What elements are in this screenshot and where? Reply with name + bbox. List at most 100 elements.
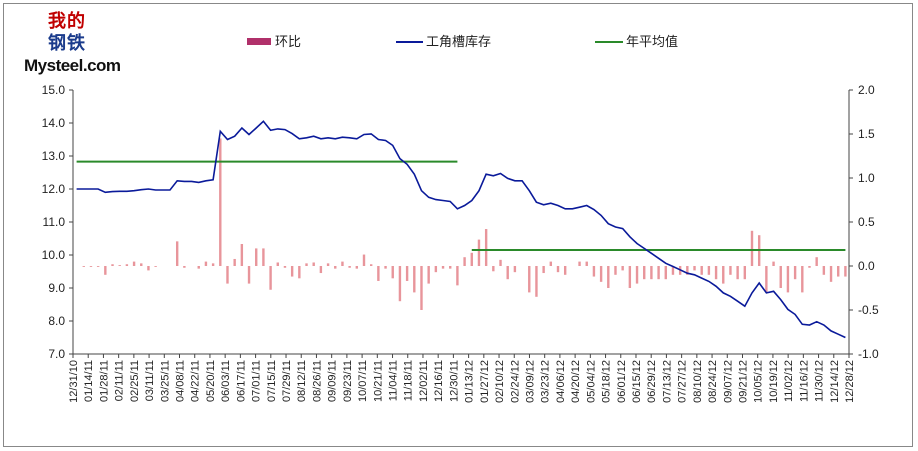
ratio-bar [607, 266, 610, 288]
ratio-bar [413, 266, 416, 293]
ratio-bar [635, 266, 639, 284]
x-tick-label: 02/11/11 [114, 360, 126, 401]
ratio-bar [298, 266, 301, 279]
ratio-bar [226, 266, 229, 284]
ratio-bar [449, 266, 452, 269]
x-tick-label: 07/13/12 [661, 360, 673, 403]
x-tick-label: 10/21/11 [372, 360, 384, 402]
legend-ratio-label: 环比 [275, 34, 301, 49]
ratio-bar [765, 266, 768, 293]
x-tick-label: 06/15/12 [631, 360, 643, 403]
x-tick-label: 08/12/11 [296, 360, 308, 402]
ratio-bar [211, 263, 215, 266]
ratio-bar [535, 266, 538, 297]
ratio-bar [89, 266, 93, 267]
chart-frame: 我的 钢铁 Mysteel.com 7.0 8.0 9.0 10.0 11.0 12.0 1… [3, 3, 913, 447]
x-tick-label: 07/29/11 [281, 360, 293, 402]
x-tick-label: 11/16/12 [798, 360, 810, 402]
x-tick-label: 12/14/12 [829, 360, 841, 403]
x-tick-label: 01/27/12 [479, 360, 491, 403]
x-tick-label: 08/26/11 [311, 360, 323, 402]
ratio-bar [262, 248, 265, 266]
y-left-tick-label: 8.0 [48, 314, 65, 328]
ratio-bar [506, 266, 509, 280]
ratio-bar [657, 266, 660, 280]
ratio-bar [499, 259, 502, 266]
x-tick-label: 01/14/11 [83, 360, 95, 402]
ratio-bar [700, 266, 703, 275]
ratio-bar [269, 266, 272, 290]
mysteel-logo: 我的 钢铁 Mysteel.com [22, 10, 142, 80]
ratio-bar [427, 266, 430, 284]
ratio-bar [104, 266, 107, 275]
ratio-bar [829, 266, 833, 282]
x-tick-label: 08/10/12 [692, 360, 704, 403]
x-tick-label: 07/27/12 [677, 360, 689, 403]
ratio-bar [326, 263, 330, 266]
inventory-line [76, 120, 846, 339]
ratio-bar [456, 266, 459, 286]
x-tick-label: 09/21/12 [737, 360, 749, 403]
ratio-bar [484, 229, 488, 266]
logo-brand: Mysteel.com [24, 56, 121, 75]
ratio-bar [585, 261, 588, 266]
x-tick-label: 04/06/12 [555, 360, 567, 403]
x-tick-label: 08/24/12 [707, 360, 719, 403]
x-tick-label: 11/04/11 [388, 360, 400, 401]
ratio-bar [729, 266, 732, 275]
ratio-bar [477, 239, 481, 266]
ratio-bar [341, 261, 344, 266]
x-tick-label: 11/02/12 [783, 360, 795, 402]
y-right-tick-label: 1.5 [858, 127, 875, 141]
x-tick-label: 04/22/11 [190, 360, 202, 402]
x-tick-label: 05/20/11 [205, 360, 217, 402]
x-tick-label: 05/04/12 [585, 360, 597, 403]
ratio-bar [384, 266, 387, 269]
ratio-bar [743, 266, 747, 280]
x-tick-label: 03/11/11 [144, 360, 156, 401]
y-left-tick-label: 15.0 [42, 83, 66, 97]
ratio-bar [542, 266, 545, 274]
ratio-bar [348, 266, 351, 268]
ratio-bar [355, 266, 359, 269]
ratio-bar [686, 266, 689, 275]
x-tick-label: 03/23/12 [540, 360, 552, 403]
ratio-bar [693, 266, 696, 271]
x-tick-label: 04/20/12 [570, 360, 582, 403]
x-tick-label: 11/18/11 [403, 360, 415, 401]
ratio-bar [362, 254, 366, 266]
ratio-bar [197, 266, 200, 269]
ratio-bar [750, 230, 754, 266]
ratio-bar [815, 257, 818, 266]
x-tick-label: 12/31/10 [68, 360, 80, 403]
x-tick-label: 03/09/12 [524, 360, 536, 403]
ratio-bar [599, 266, 603, 282]
x-tick-label: 07/15/11 [266, 360, 278, 402]
y-left-tick-label: 9.0 [48, 281, 65, 295]
x-tick-label: 10/05/12 [753, 360, 765, 403]
ratio-bar [528, 266, 531, 293]
y-left-tick-label: 12.0 [42, 182, 66, 196]
ratio-bar [779, 266, 782, 288]
ratio-bar [844, 266, 847, 277]
x-tick-label: 09/09/11 [327, 360, 339, 402]
ratio-bar [434, 266, 438, 273]
ratio-bar [405, 266, 409, 281]
ratio-bar [334, 266, 337, 269]
x-tick-label: 06/17/11 [235, 360, 247, 402]
legend-ratio-swatch [247, 38, 271, 45]
x-tick-label: 09/07/12 [722, 360, 734, 403]
x-tick-label: 12/16/11 [433, 360, 445, 402]
ratio-bar [183, 266, 186, 268]
ratio-bar [628, 266, 632, 288]
x-tick-label: 01/13/12 [464, 360, 476, 403]
logo-text-line1: 我的 [48, 11, 86, 32]
ratio-bar [492, 266, 495, 272]
ratio-bar [283, 266, 287, 268]
x-tick-label: 06/29/12 [646, 360, 658, 403]
y-left-tick-label: 10.0 [42, 248, 66, 262]
inventory-chart: 7.0 8.0 9.0 10.0 11.0 12.0 13.0 14.0 15.0 -1.0 -0.… [42, 34, 879, 403]
x-tick-label: 05/18/12 [601, 360, 613, 403]
ratio-bar [801, 266, 804, 293]
ratio-bar [808, 266, 811, 268]
